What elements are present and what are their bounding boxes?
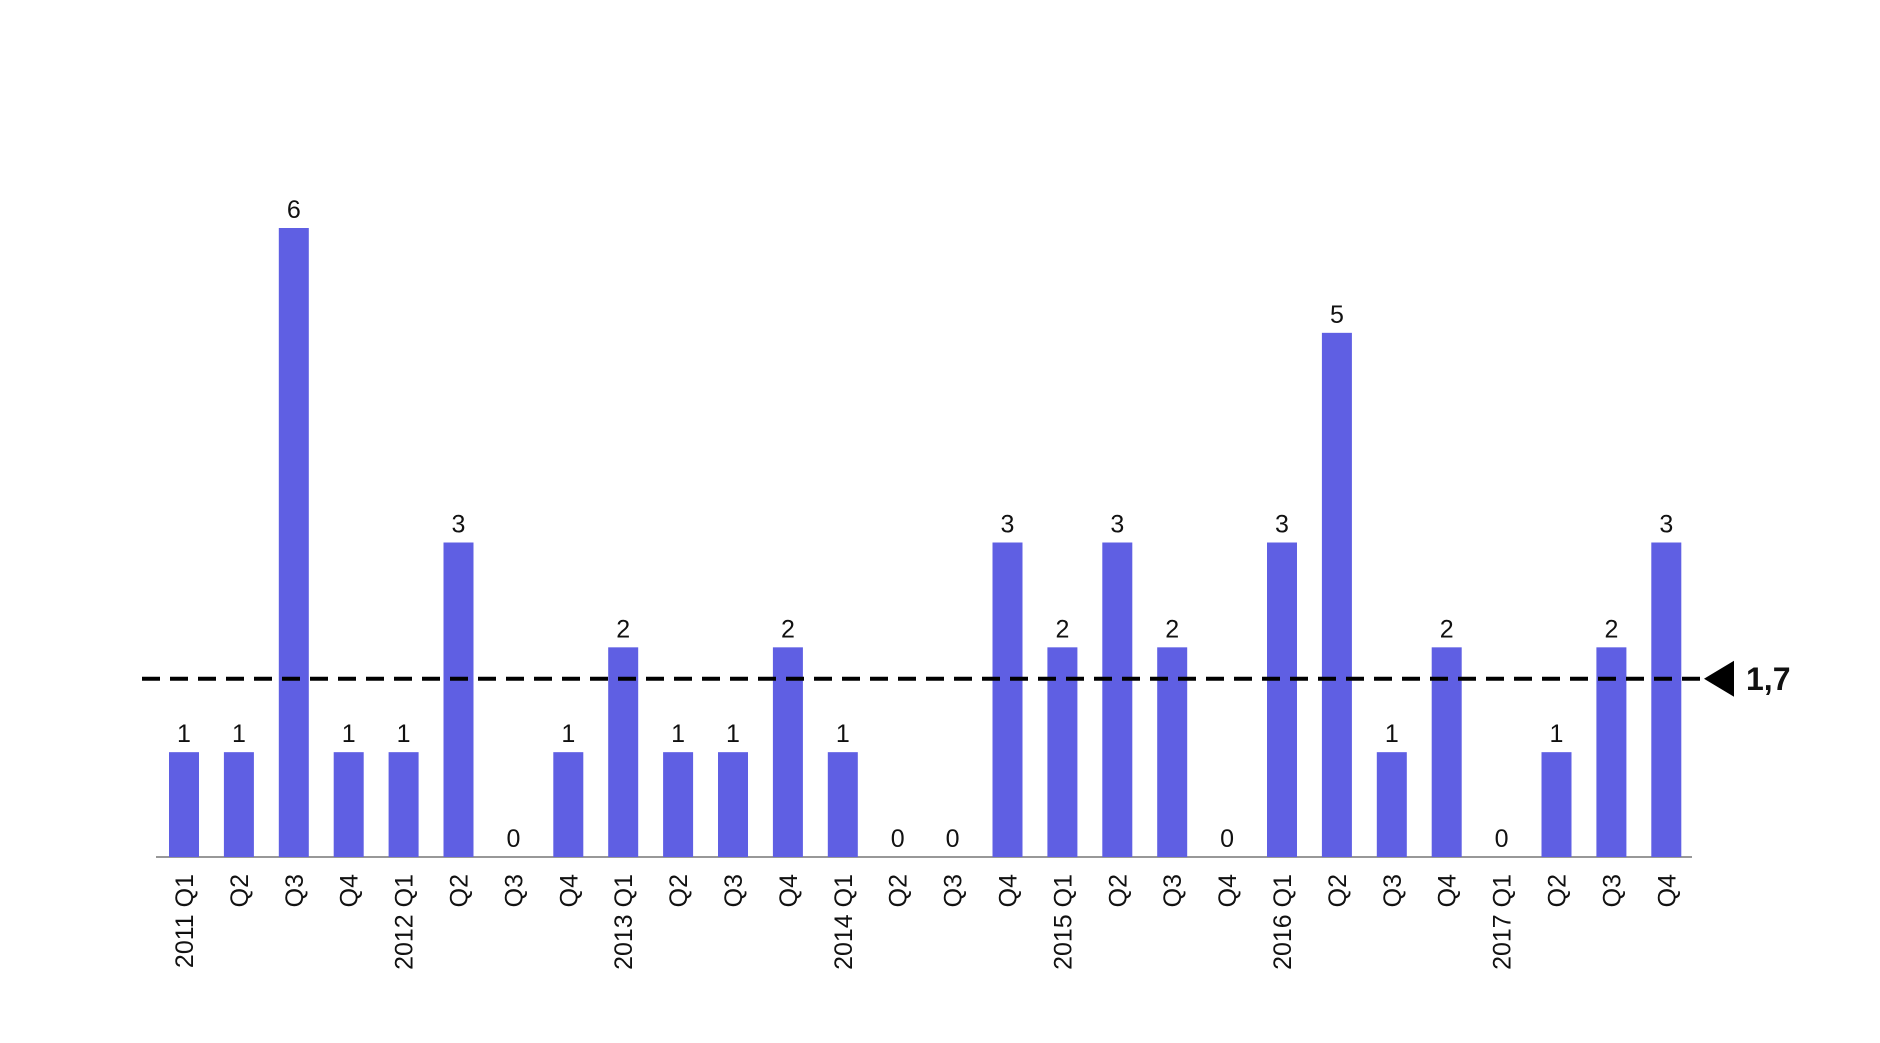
value-label: 1 <box>836 720 850 748</box>
value-label: 2 <box>1165 615 1179 643</box>
x-tick-label: Q4 <box>1214 874 1242 907</box>
value-label: 1 <box>1385 720 1399 748</box>
value-label: 3 <box>452 511 466 539</box>
bar <box>992 542 1023 857</box>
x-tick-label: 2017 Q1 <box>1489 874 1517 970</box>
x-tick-label: Q3 <box>720 874 748 907</box>
x-tick-label: Q2 <box>1104 874 1132 907</box>
x-tick-label: Q2 <box>226 874 254 907</box>
value-label: 0 <box>1220 825 1234 853</box>
value-label: 2 <box>1055 615 1069 643</box>
value-label: 0 <box>946 825 960 853</box>
bar <box>718 752 748 857</box>
reference-label: 1,7 <box>1746 661 1790 697</box>
x-tick-label: Q4 <box>1653 874 1681 907</box>
bar <box>663 752 694 857</box>
bar <box>827 752 858 857</box>
value-label: 5 <box>1330 301 1344 329</box>
x-tick-label: Q2 <box>665 874 693 907</box>
value-label: 0 <box>891 825 905 853</box>
bar <box>223 752 254 857</box>
bar <box>1541 752 1572 857</box>
bar <box>1047 647 1078 857</box>
value-label: 0 <box>506 825 520 853</box>
value-label: 2 <box>1440 615 1454 643</box>
x-tick-label: 2011 Q1 <box>171 874 199 968</box>
value-label: 0 <box>1495 825 1509 853</box>
bar <box>1321 332 1352 857</box>
value-label: 1 <box>1550 720 1564 748</box>
x-tick-label: Q3 <box>940 874 968 907</box>
value-label: 3 <box>1275 511 1289 539</box>
value-label: 2 <box>616 615 630 643</box>
bar <box>608 647 639 857</box>
value-label: 1 <box>671 720 685 748</box>
x-tick-label: Q3 <box>281 874 309 907</box>
bar <box>443 542 474 857</box>
x-tick-label: Q4 <box>1434 874 1462 907</box>
value-label: 1 <box>177 720 191 748</box>
x-tick-label: Q4 <box>336 874 364 907</box>
x-tick-label: Q3 <box>1598 874 1626 907</box>
value-label: 1 <box>726 720 740 748</box>
bar <box>1651 542 1682 857</box>
bar <box>278 228 309 857</box>
x-tick-label: 2016 Q1 <box>1269 874 1297 970</box>
value-label: 3 <box>1110 511 1124 539</box>
value-label: 1 <box>232 720 246 748</box>
x-tick-label: Q2 <box>1544 874 1572 907</box>
bar <box>1376 752 1407 857</box>
bar <box>1431 647 1462 857</box>
value-label: 2 <box>781 615 795 643</box>
bar <box>1267 542 1297 857</box>
x-tick-label: 2014 Q1 <box>830 874 858 970</box>
x-tick-label: Q3 <box>500 874 528 907</box>
value-label: 6 <box>287 196 301 224</box>
bar <box>333 752 364 857</box>
bar <box>1157 647 1188 857</box>
bar <box>1596 647 1627 857</box>
value-label: 3 <box>1659 511 1673 539</box>
reference-marker <box>1704 660 1734 697</box>
x-tick-label: Q2 <box>1324 874 1352 907</box>
bar <box>553 752 584 857</box>
x-tick-label: Q2 <box>446 874 474 907</box>
x-tick-label: Q4 <box>995 874 1023 907</box>
x-tick-label: Q3 <box>1379 874 1407 907</box>
value-label: 3 <box>1001 511 1015 539</box>
x-tick-label: Q4 <box>555 874 583 907</box>
value-label: 1 <box>397 720 411 748</box>
x-tick-label: Q2 <box>885 874 913 907</box>
x-tick-label: 2012 Q1 <box>391 874 419 970</box>
value-label: 1 <box>342 720 356 748</box>
x-tick-label: 2015 Q1 <box>1049 874 1077 970</box>
x-tick-label: 2013 Q1 <box>610 874 638 970</box>
x-tick-label: Q3 <box>1159 874 1187 907</box>
bar <box>772 647 803 857</box>
value-label: 2 <box>1604 615 1618 643</box>
bar <box>169 752 199 857</box>
bar <box>388 752 419 857</box>
x-tick-label: Q4 <box>775 874 803 907</box>
bar <box>1102 542 1133 857</box>
value-label: 1 <box>561 720 575 748</box>
